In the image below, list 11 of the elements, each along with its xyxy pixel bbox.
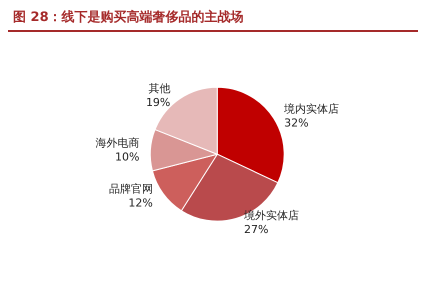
data-label: 12% (128, 196, 153, 210)
data-label: 32% (284, 116, 309, 130)
slice-label: 境外实体店 (243, 208, 300, 222)
slice-label: 品牌官网 (108, 182, 153, 196)
slice-label: 海外电商 (95, 136, 140, 150)
chart-title: 图 28：线下是购买高端奢侈品的主战场 (13, 9, 244, 25)
data-label: 10% (115, 150, 140, 164)
slice-label: 境内实体店 (283, 102, 340, 116)
data-label: 19% (146, 96, 170, 110)
slice-label: 其他 (148, 82, 170, 96)
data-label: 27% (244, 222, 268, 236)
